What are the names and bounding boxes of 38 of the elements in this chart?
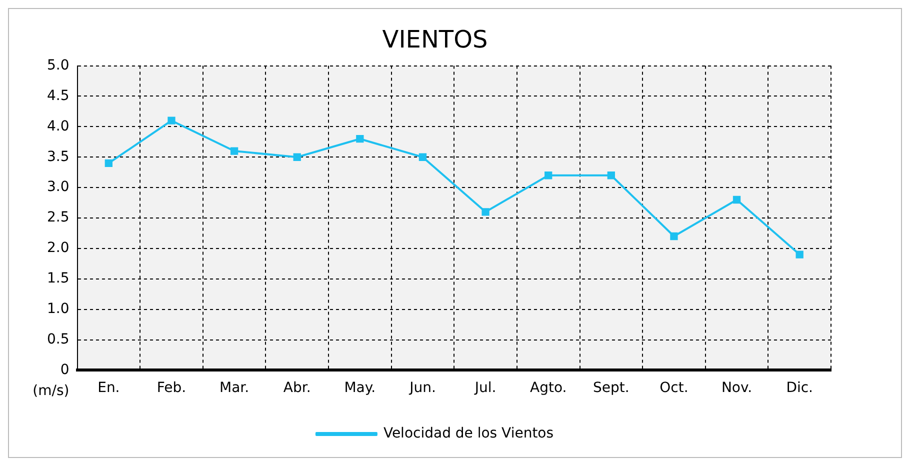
x-tick-label: Mar. — [219, 380, 250, 396]
y-tick-label: 2.5 — [47, 210, 70, 226]
point — [168, 116, 176, 124]
y-axis-title: (m/s) — [32, 382, 70, 399]
x-tick-label: Jun. — [408, 380, 436, 396]
point — [796, 250, 804, 258]
legend-label: Velocidad de los Vientos — [383, 426, 554, 442]
point — [293, 153, 301, 161]
point — [482, 208, 490, 216]
x-tick-label: Oct. — [660, 380, 688, 396]
y-tick-label: 3.0 — [47, 179, 70, 196]
point — [104, 159, 112, 168]
x-tick-label: Jul. — [474, 380, 496, 396]
y-tick-label: 1.0 — [47, 300, 70, 317]
x-tick-label: En. — [98, 380, 120, 396]
x-tick-label: Abr. — [283, 380, 311, 396]
point — [670, 232, 678, 240]
y-tick-label: 4.0 — [47, 118, 70, 134]
y-tick-label: 4.5 — [47, 88, 70, 104]
x-tick-label: Dic. — [786, 380, 814, 396]
point — [732, 196, 741, 204]
x-tick-label: May. — [344, 380, 376, 396]
y-tick-label: 0 — [60, 362, 70, 378]
point — [418, 153, 427, 161]
point — [356, 135, 364, 143]
point — [230, 147, 238, 155]
point — [544, 172, 552, 180]
y-tick-label: 2.0 — [47, 240, 70, 256]
x-tick-label: Sept. — [592, 380, 630, 396]
chart-title: VIENTOS — [382, 26, 488, 54]
y-tick-label: 1.5 — [47, 270, 70, 287]
x-tick-label: Agto. — [530, 380, 567, 396]
x-tick-label: Feb. — [156, 380, 186, 396]
x-tick-label: Nov. — [721, 380, 752, 396]
y-tick-label: 5.0 — [47, 57, 70, 74]
y-tick-label: 3.5 — [47, 148, 70, 165]
point — [607, 172, 615, 180]
y-tick-label: 0.5 — [47, 331, 70, 348]
